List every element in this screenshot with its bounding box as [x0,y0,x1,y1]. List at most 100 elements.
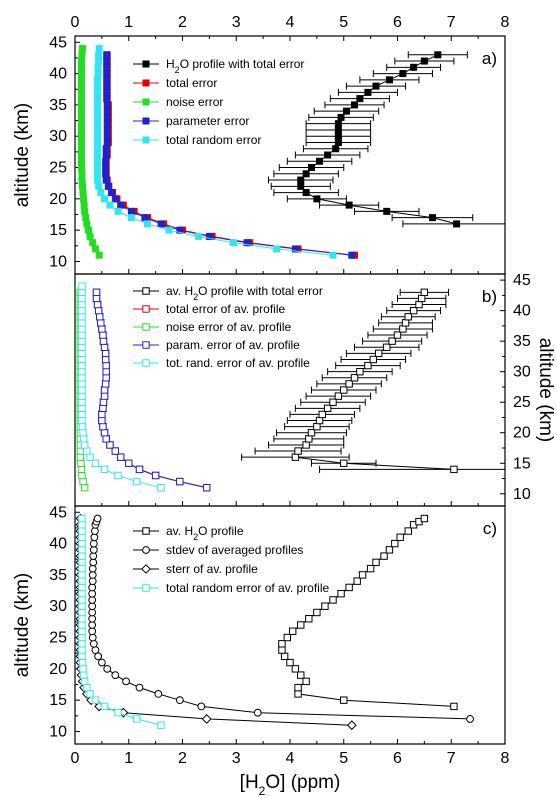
y-tick-label: 30 [49,598,67,615]
data-point [78,404,86,413]
data-point [428,214,436,222]
series-1 [268,51,505,228]
x-tick-label: 6 [393,750,402,767]
data-point [334,132,342,140]
data-point [201,714,212,724]
data-point [340,386,348,394]
y-axis-label: altitude (km) [12,103,33,208]
data-point [78,633,86,642]
data-point [78,306,86,315]
data-point [102,157,110,165]
data-point [106,201,114,209]
data-point [385,76,393,84]
data-point [78,658,87,667]
data-point [202,483,211,492]
data-point [294,447,302,455]
data-point [102,176,110,184]
legend-marker [142,527,150,535]
data-point [99,422,107,431]
data-point [78,170,86,178]
data-point [97,658,106,667]
data-point [135,683,144,692]
data-point [273,245,281,253]
legend-marker [142,341,150,349]
legend-label: param. error of av. profile [166,338,300,352]
x-tick-label: 0 [71,750,80,767]
data-point [95,51,103,59]
data-point [114,207,122,215]
data-point [78,539,86,548]
data-point [89,239,97,247]
data-point [97,319,105,327]
data-point [278,640,286,648]
plot-data [77,45,505,259]
x-tick-label: 5 [339,750,348,767]
data-point [345,380,353,388]
data-point [321,602,329,610]
data-point [307,164,315,172]
data-point [103,132,111,140]
y-tick-label: 35 [49,97,67,114]
data-point [353,577,361,585]
data-point [94,126,102,134]
x-tick-label: 4 [286,750,295,767]
data-point [95,45,103,53]
data-point [302,677,310,686]
data-point [103,95,111,103]
data-point [401,319,410,327]
data-point [175,696,184,705]
x-top-tick-label: 4 [286,14,295,31]
data-point [78,615,86,623]
data-point [450,702,458,711]
data-point [288,627,297,635]
data-point [78,583,86,592]
data-point [94,132,102,140]
data-point [78,294,86,303]
data-point [383,207,391,215]
data-point [78,288,86,297]
data-point [337,589,345,598]
data-point [103,120,111,128]
data-point [78,527,86,535]
data-point [77,151,85,159]
data-point [77,76,85,84]
data-point [337,113,345,121]
data-point [103,664,112,673]
data-point [77,120,85,128]
data-point [78,325,86,333]
data-point [94,82,102,90]
data-point [95,251,103,259]
y-tick-label: 25 [49,630,67,647]
data-point [78,602,86,610]
plot-frame [74,505,506,745]
legend-marker [142,323,150,331]
data-point [103,101,111,109]
data-point [78,558,86,567]
data-point [356,95,364,103]
data-point [94,652,103,661]
data-point [94,63,102,71]
data-point [78,319,86,327]
x-top-tick-label: 3 [232,14,241,31]
data-point [116,453,125,461]
legend-label: sterr of av. profile [166,562,258,576]
legend-label: noise error of av. profile [166,320,291,334]
data-point [197,702,206,711]
x-tick-label: 3 [232,750,241,767]
legend-label: av. H2O profile with total error [166,284,323,302]
legend-label: tot. rand. error of av. profile [166,356,310,370]
legend-marker [142,60,150,68]
x-tick-label: 2 [178,750,187,767]
data-point [102,151,110,159]
data-point [94,157,102,165]
data-point [409,306,418,315]
data-point [108,189,116,197]
data-point [154,689,163,698]
data-point [102,374,110,382]
data-point [94,306,103,315]
legend-marker [142,359,150,367]
